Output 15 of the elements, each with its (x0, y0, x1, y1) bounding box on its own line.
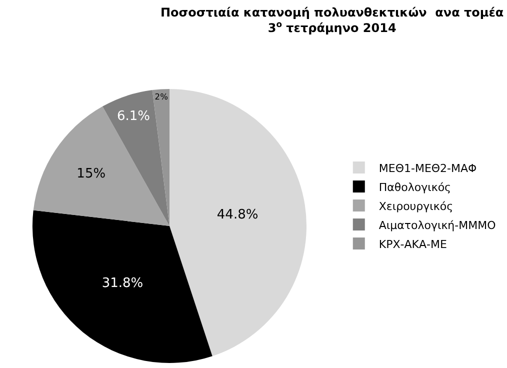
legend-label: Χειρουργικός (378, 200, 454, 213)
data-label: 15% (76, 166, 106, 182)
data-label: 44.8% (216, 208, 258, 223)
legend-label: Αιματολογική-ΜΜΜΟ (378, 218, 496, 232)
data-label: 31.8% (102, 276, 144, 292)
pie-slice (152, 88, 170, 226)
pie-slice (33, 106, 170, 226)
data-label: 6.1% (116, 109, 150, 124)
legend-label: Παθολογικός (378, 180, 452, 194)
legend-label: ΜΕΘ1-ΜΕΘ2-ΜΑΦ (378, 162, 478, 175)
chart-title: Ποσοστιαία κατανομή πολυανθεκτικών ανα τομέα 3$^{ο}$ τετράμηνο 2014 (160, 6, 504, 36)
data-label: 2% (154, 92, 168, 102)
pie-slice (32, 210, 212, 363)
legend-label: ΚΡΧ-ΑΚΑ-ΜΕ (378, 238, 447, 251)
pie-slice (169, 88, 306, 356)
